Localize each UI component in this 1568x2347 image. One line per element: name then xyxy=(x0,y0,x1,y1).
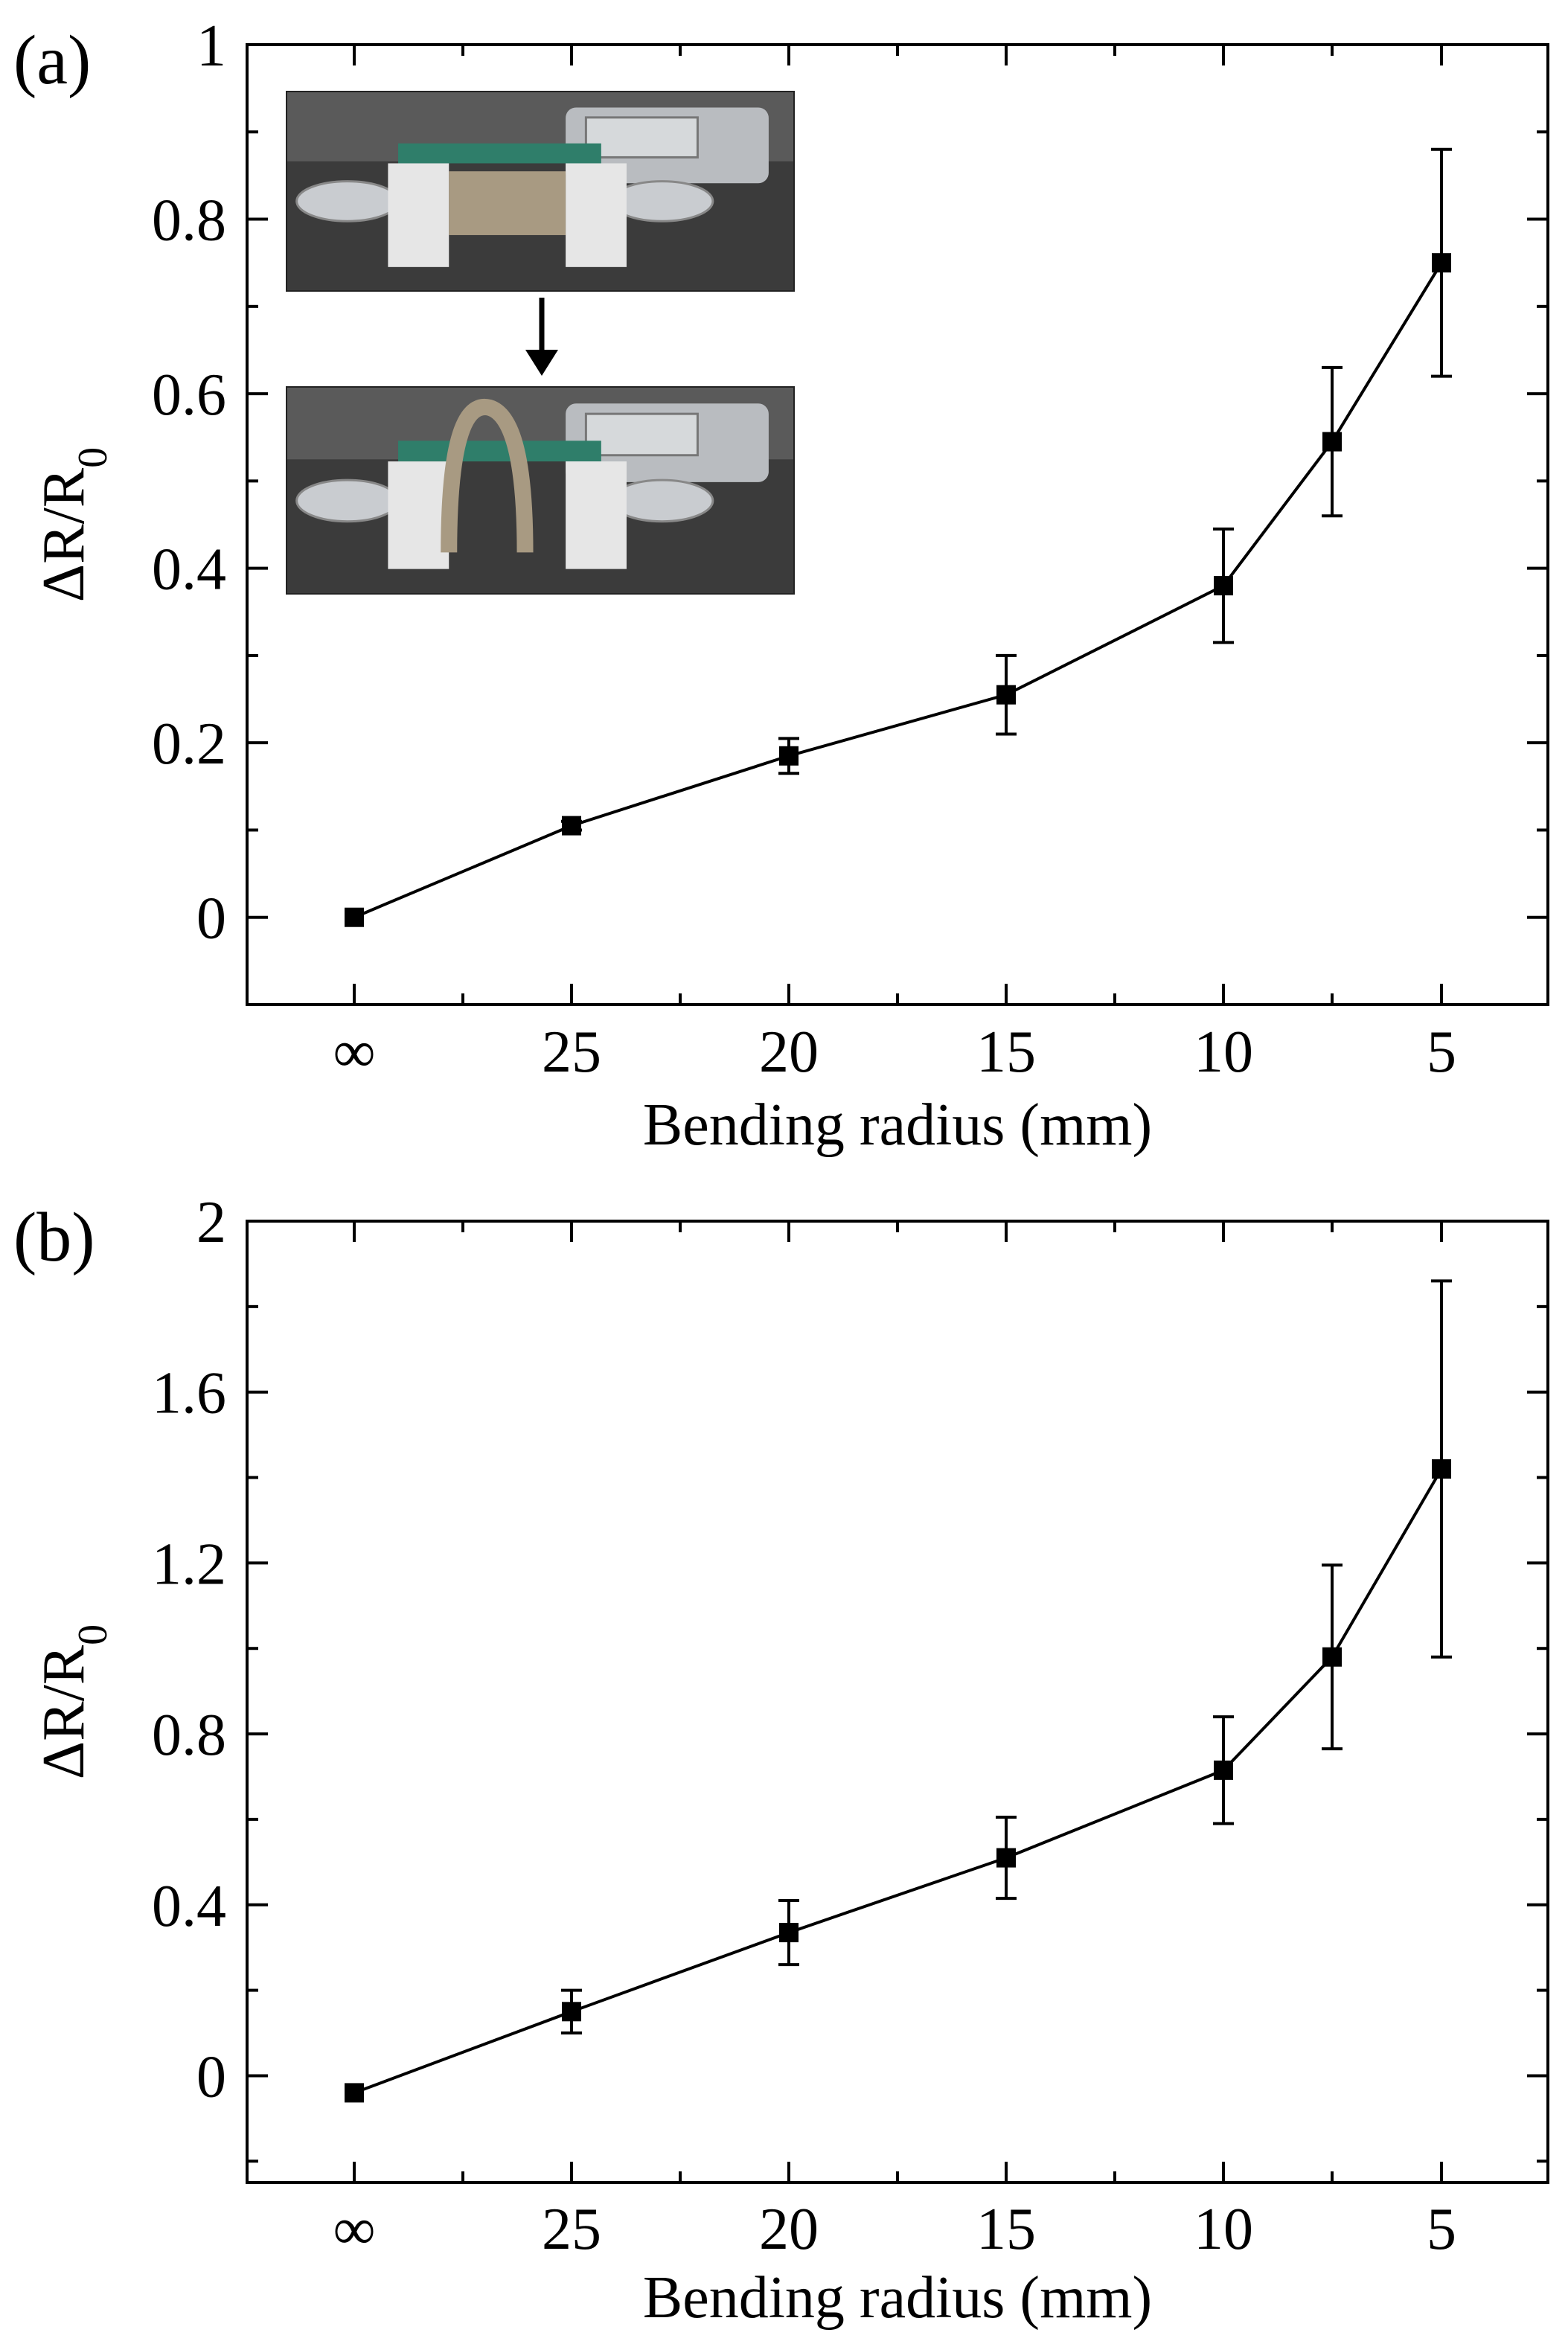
data-point xyxy=(345,907,364,927)
x-tick-label: 10 xyxy=(1194,1019,1253,1085)
inset-photos xyxy=(286,91,795,595)
y-tick-label: 0.4 xyxy=(152,1874,226,1939)
y-axis-title: ΔR/R0 xyxy=(31,1624,116,1779)
caliper-scale xyxy=(398,143,601,164)
data-point xyxy=(1432,253,1451,273)
x-tick-label: 5 xyxy=(1427,1019,1456,1085)
right-clip xyxy=(609,478,714,523)
y-tick-label: 1.2 xyxy=(152,1531,226,1597)
left-clip xyxy=(295,180,400,222)
panel-label: (a) xyxy=(13,22,91,99)
data-point xyxy=(996,1848,1016,1868)
y-tick-label: 0.8 xyxy=(152,1703,226,1768)
inset-photo-bent xyxy=(286,386,795,595)
x-tick-label: 5 xyxy=(1427,2197,1456,2262)
photo-frame xyxy=(286,91,795,292)
y-tick-label: 1.6 xyxy=(152,1361,226,1427)
sample-flat xyxy=(449,171,566,235)
x-tick-label: 10 xyxy=(1194,2197,1253,2262)
y-axis-title-subscript: 0 xyxy=(70,447,116,468)
x-tick-label: 25 xyxy=(542,1019,601,1085)
data-point xyxy=(779,1923,799,1943)
data-point xyxy=(779,746,799,766)
data-point xyxy=(345,2083,364,2103)
series-line xyxy=(353,1468,1443,2095)
x-axis-title: Bending radius (mm) xyxy=(643,1092,1152,1158)
chart-panel-b: 0 0.4 0.8 1.2 1.6 2 ∞ 25 20 15 10 5 Bending radius (… xyxy=(13,1190,1549,2331)
x-tick-label: 15 xyxy=(976,1019,1036,1085)
right-clip xyxy=(609,180,714,222)
y-tick-label: 1 xyxy=(196,13,226,79)
x-tick-label: 20 xyxy=(759,2197,819,2262)
data-point xyxy=(562,2002,581,2022)
caliper-scale xyxy=(398,441,601,462)
right-tape xyxy=(566,163,627,267)
y-tick-label: 0.8 xyxy=(152,188,226,254)
y-tick-label: 0.6 xyxy=(152,362,226,428)
data-point xyxy=(1322,432,1342,452)
y-tick-label: 0.2 xyxy=(152,711,226,777)
x-tick-label: 20 xyxy=(759,1019,819,1085)
plot-frame xyxy=(246,1220,1549,2184)
x-tick-label: 25 xyxy=(542,2197,601,2262)
y-axis-title: ΔR/R0 xyxy=(31,447,116,602)
right-tape xyxy=(566,461,627,569)
x-axis-title: Bending radius (mm) xyxy=(643,2265,1152,2331)
caliper-display xyxy=(584,116,699,159)
left-tape xyxy=(388,163,449,267)
inset-arrow-head xyxy=(525,350,558,376)
y-tick-label: 0 xyxy=(196,2044,226,2110)
data-point xyxy=(1214,576,1233,596)
y-axis-title-subscript: 0 xyxy=(70,1624,116,1645)
inset-photo-flat xyxy=(286,91,795,292)
chart-panel-a: 0 0.2 0.4 0.6 0.8 1 ∞ 25 20 15 10 5 Bending radius (… xyxy=(13,13,1549,1158)
photo-frame xyxy=(286,386,795,595)
y-tick-label: 0.4 xyxy=(152,537,226,603)
x-tick-label: ∞ xyxy=(333,2197,375,2262)
x-tick-label: ∞ xyxy=(333,1019,375,1085)
sample-bent xyxy=(441,399,534,553)
data-point xyxy=(1432,1459,1451,1479)
y-tick-label: 0 xyxy=(196,886,226,952)
x-tick-label: 15 xyxy=(976,2197,1036,2262)
data-point xyxy=(562,816,581,836)
data-point xyxy=(1322,1647,1342,1667)
data-point xyxy=(1214,1760,1233,1780)
panel-label: (b) xyxy=(13,1199,95,1276)
left-tape xyxy=(388,461,449,569)
caliper-display xyxy=(584,412,699,457)
data-point xyxy=(996,685,1016,705)
left-clip xyxy=(295,478,400,523)
y-tick-label: 2 xyxy=(196,1190,226,1255)
